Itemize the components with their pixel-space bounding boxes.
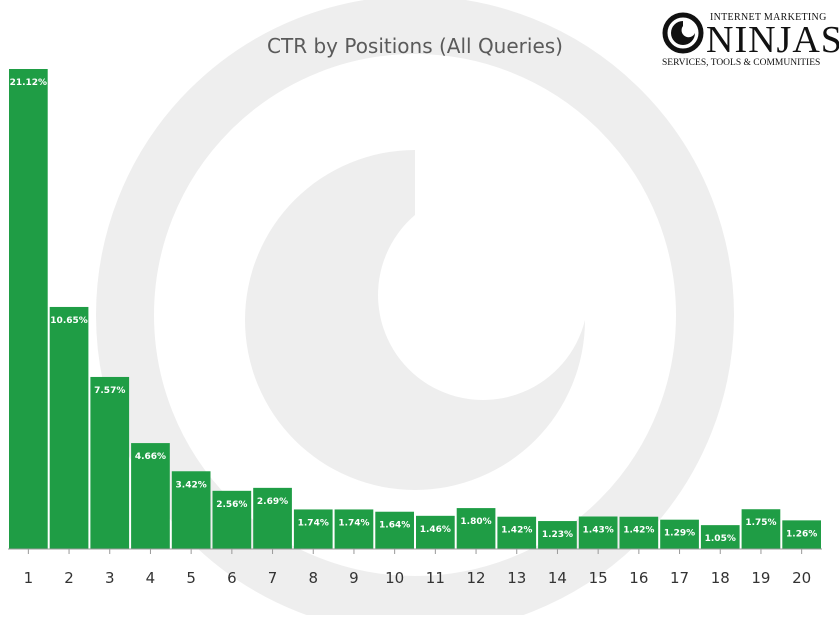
x-tick-label-16: 16 <box>629 569 648 587</box>
x-tick-label-6: 6 <box>227 569 237 587</box>
x-tick-label-10: 10 <box>385 569 404 587</box>
bar-label-9: 1.74% <box>338 518 369 528</box>
bar-label-20: 1.26% <box>786 529 817 539</box>
bar-label-14: 1.23% <box>542 530 573 540</box>
x-tick-label-18: 18 <box>711 569 730 587</box>
swirl-logo-icon <box>662 12 704 54</box>
x-tick-label-12: 12 <box>467 569 486 587</box>
bar-label-11: 1.46% <box>420 525 451 535</box>
bar-label-8: 1.74% <box>298 518 329 528</box>
bar-label-18: 1.05% <box>705 534 736 544</box>
x-tick-label-20: 20 <box>792 569 811 587</box>
bar-label-7: 2.69% <box>257 497 288 507</box>
x-tick-label-15: 15 <box>589 569 608 587</box>
logo-main-text: NINJAS <box>706 19 839 61</box>
x-tick-label-9: 9 <box>349 569 359 587</box>
bar-label-2: 10.65% <box>50 316 88 326</box>
bar-label-12: 1.80% <box>460 517 491 527</box>
bar-label-4: 4.66% <box>135 452 166 462</box>
bar-label-1: 21.12% <box>10 78 48 88</box>
bar-label-19: 1.75% <box>745 518 776 528</box>
x-tick-label-8: 8 <box>308 569 318 587</box>
bar-labels-layer: 21.12% 10.65% 7.57% 4.66% 3.42% 2.56% 2.69% 1.7… <box>10 78 818 544</box>
x-tick-label-3: 3 <box>105 569 115 587</box>
x-tick-label-11: 11 <box>426 569 445 587</box>
x-tick-labels-layer: 1 2 3 4 5 6 7 8 9 10 11 12 13 14 15 16 17 18 19 20 <box>24 569 812 587</box>
bar-14 <box>538 521 577 549</box>
x-tick-label-17: 17 <box>670 569 689 587</box>
swirl-watermark-icon <box>96 0 734 619</box>
x-tick-label-2: 2 <box>64 569 74 587</box>
bar-16 <box>619 516 659 549</box>
bar-label-13: 1.42% <box>501 526 532 536</box>
bar-label-10: 1.64% <box>379 521 410 531</box>
ninjas-logo: INTERNET MARKETING NINJAS SERVICES, TOOL… <box>662 10 839 72</box>
bar-label-15: 1.43% <box>583 526 614 536</box>
x-tick-label-1: 1 <box>24 569 34 587</box>
bar-20 <box>782 520 821 549</box>
bar-1 <box>9 69 48 549</box>
bar-label-17: 1.29% <box>664 529 695 539</box>
x-tick-label-5: 5 <box>186 569 196 587</box>
bars-layer <box>9 69 821 549</box>
x-tick-label-7: 7 <box>268 569 278 587</box>
bar-13 <box>497 516 537 549</box>
x-tick-label-14: 14 <box>548 569 567 587</box>
logo-top-text: INTERNET MARKETING <box>710 12 827 23</box>
bar-4 <box>131 443 170 549</box>
chart-title: CTR by Positions (All Queries) <box>267 34 563 58</box>
bar-9 <box>334 509 374 549</box>
bar-label-16: 1.42% <box>623 526 654 536</box>
bar-19 <box>741 509 781 549</box>
bar-18 <box>700 525 740 549</box>
bar-12 <box>456 508 496 549</box>
bar-label-5: 3.42% <box>176 480 207 490</box>
bar-label-6: 2.56% <box>216 500 247 510</box>
x-tick-label-19: 19 <box>751 569 770 587</box>
bar-10 <box>375 511 414 549</box>
x-tick-marks <box>27 549 803 554</box>
bar-11 <box>416 515 455 549</box>
bar-15 <box>578 516 618 549</box>
bar-5 <box>171 471 211 549</box>
bar-label-3: 7.57% <box>94 386 125 396</box>
x-tick-label-4: 4 <box>146 569 156 587</box>
logo-sub-text: SERVICES, TOOLS & COMMUNITIES <box>662 58 821 68</box>
x-tick-label-13: 13 <box>507 569 526 587</box>
bar-8 <box>293 509 333 549</box>
bar-3 <box>90 376 130 549</box>
bar-6 <box>212 490 252 549</box>
bar-2 <box>49 306 89 549</box>
bar-7 <box>253 487 292 549</box>
bar-17 <box>660 519 699 549</box>
